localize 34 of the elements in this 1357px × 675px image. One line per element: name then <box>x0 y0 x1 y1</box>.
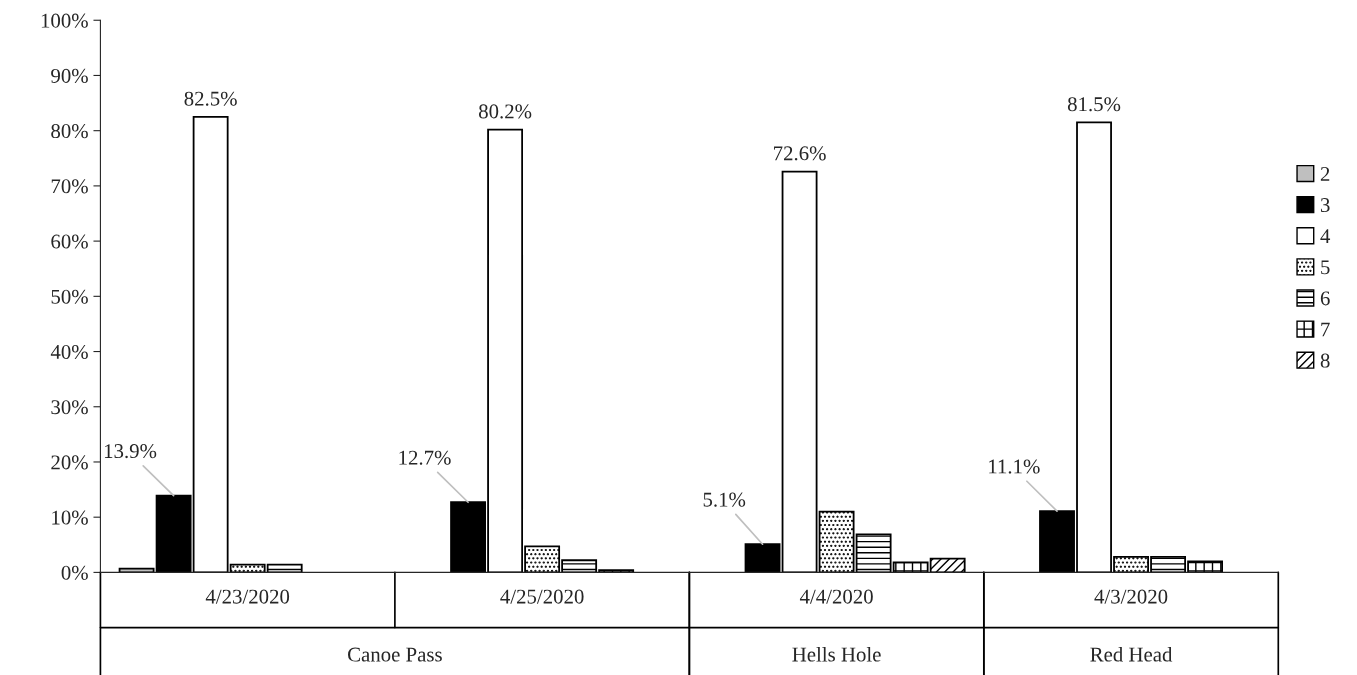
x-tick-label: 4/3/2020 <box>1094 589 1168 604</box>
legend-label: 7 <box>1321 322 1330 337</box>
legend-label: 6 <box>1320 291 1330 306</box>
data-label: 72.6% <box>774 146 826 161</box>
legend-label: 5 <box>1321 260 1330 275</box>
y-tick-label: 30% <box>51 400 88 415</box>
y-tick-label: 40% <box>50 344 88 360</box>
legend-label: 4 <box>1320 229 1331 243</box>
y-tick-label: 100% <box>41 13 88 28</box>
y-tick-label: 0% <box>61 565 88 580</box>
legend-label: 2 <box>1320 167 1330 181</box>
data-label: 5.1% <box>703 492 746 507</box>
legend-label: 3 <box>1320 198 1330 213</box>
x-tick-label: 4/23/2020 <box>205 589 290 604</box>
data-label: 80.2% <box>478 104 532 119</box>
legend-label: 8 <box>1320 353 1330 368</box>
y-tick-label: 60% <box>51 234 88 249</box>
x-tick-label: 4/4/2020 <box>799 589 873 604</box>
y-tick-label: 90% <box>51 68 88 83</box>
y-tick-label: 50% <box>51 289 88 304</box>
data-label: 13.9% <box>104 444 157 459</box>
y-tick-label: 20% <box>51 455 88 470</box>
text: Red Head <box>1090 646 1173 662</box>
y-tick-label: 80% <box>51 124 88 139</box>
data-label: 81.5% <box>1067 97 1121 112</box>
text: Canoe Pass <box>348 647 442 662</box>
bar <box>744 543 781 573</box>
data-label: 82.5% <box>184 91 237 106</box>
data-label: 12.7% <box>399 450 451 465</box>
y-tick-label: 70% <box>51 179 88 194</box>
y-tick-label: 10% <box>52 510 88 525</box>
x-tick-label: 4/25/2020 <box>500 589 584 604</box>
data-label: 11.1% <box>989 459 1040 474</box>
text: Hells Hole <box>792 646 881 662</box>
